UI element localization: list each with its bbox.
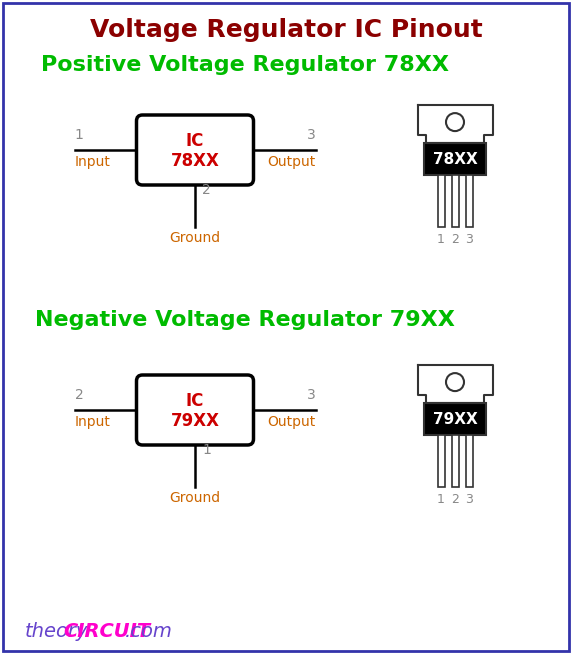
Text: IC: IC (186, 392, 204, 410)
FancyBboxPatch shape (424, 403, 486, 435)
Text: 78XX: 78XX (432, 152, 478, 167)
Text: CIRCUIT: CIRCUIT (63, 622, 150, 641)
Text: 3: 3 (307, 388, 316, 402)
Text: Input: Input (74, 415, 110, 429)
Text: 1: 1 (437, 493, 445, 506)
Text: Positive Voltage Regulator 78XX: Positive Voltage Regulator 78XX (41, 55, 449, 75)
FancyBboxPatch shape (424, 143, 486, 175)
FancyBboxPatch shape (137, 115, 253, 185)
Text: 79XX: 79XX (170, 412, 220, 430)
Text: IC: IC (186, 132, 204, 150)
Text: 78XX: 78XX (170, 152, 220, 170)
Text: 2: 2 (202, 183, 210, 197)
Text: 3: 3 (465, 233, 473, 246)
Text: 2: 2 (74, 388, 84, 402)
FancyBboxPatch shape (451, 435, 459, 487)
Text: 3: 3 (465, 493, 473, 506)
Text: 2: 2 (451, 493, 459, 506)
Text: Ground: Ground (169, 231, 221, 245)
Text: 2: 2 (451, 233, 459, 246)
Text: 79XX: 79XX (432, 411, 478, 426)
Text: Negative Voltage Regulator 79XX: Negative Voltage Regulator 79XX (35, 310, 455, 330)
FancyBboxPatch shape (137, 375, 253, 445)
Text: 3: 3 (307, 128, 316, 142)
FancyBboxPatch shape (438, 175, 444, 227)
Text: .com: .com (125, 622, 173, 641)
Text: Voltage Regulator IC Pinout: Voltage Regulator IC Pinout (90, 18, 482, 42)
Text: theory: theory (25, 622, 89, 641)
FancyBboxPatch shape (466, 435, 472, 487)
FancyBboxPatch shape (466, 175, 472, 227)
Text: Output: Output (267, 155, 316, 169)
Polygon shape (418, 365, 492, 403)
Text: 1: 1 (202, 443, 211, 457)
Polygon shape (418, 105, 492, 143)
Text: Ground: Ground (169, 491, 221, 505)
Text: 1: 1 (74, 128, 84, 142)
FancyBboxPatch shape (3, 3, 569, 651)
FancyBboxPatch shape (438, 435, 444, 487)
Text: 1: 1 (437, 233, 445, 246)
Text: Output: Output (267, 415, 316, 429)
Circle shape (446, 113, 464, 131)
FancyBboxPatch shape (451, 175, 459, 227)
Text: Input: Input (74, 155, 110, 169)
Circle shape (446, 373, 464, 391)
